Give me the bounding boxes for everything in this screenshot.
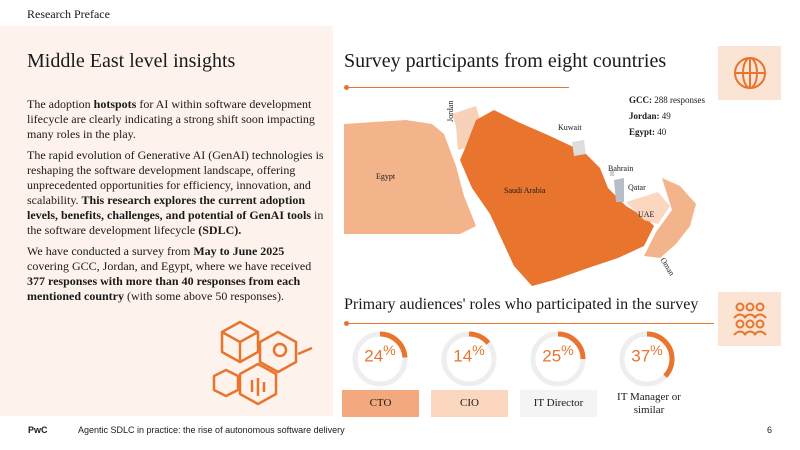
donut-arc bbox=[619, 331, 675, 387]
globe-icon bbox=[733, 57, 766, 89]
role-label-it-manager: IT Manager or similar bbox=[609, 390, 689, 417]
map-egypt bbox=[344, 120, 476, 234]
response-stats: GCC: 288 responses Jordan: 49 Egypt: 40 bbox=[629, 92, 705, 140]
role-percent: 37% bbox=[631, 343, 663, 366]
audiences-title: Primary audiences' roles who participate… bbox=[344, 296, 699, 313]
map-oman bbox=[644, 178, 696, 258]
insights-panel bbox=[0, 26, 333, 416]
middle-east-map: Egypt Jordan Saudi Arabia Kuwait Bahrain… bbox=[344, 101, 714, 296]
donut-arc bbox=[352, 331, 408, 387]
map-label-qatar: Qatar bbox=[628, 183, 646, 192]
audiences-divider bbox=[344, 321, 714, 326]
map-label-egypt: Egypt bbox=[376, 172, 396, 181]
role-donut-cio: 14% bbox=[434, 329, 504, 389]
role-percent: 14% bbox=[453, 343, 485, 366]
donut-arc bbox=[441, 331, 497, 387]
map-uae bbox=[626, 192, 670, 224]
title-divider bbox=[344, 85, 569, 90]
map-label-jordan: Jordan bbox=[446, 100, 455, 122]
section-label: Research Preface bbox=[27, 7, 110, 21]
people-group-icon bbox=[732, 302, 767, 336]
insights-paragraph: The adoption hotspots for AI within soft… bbox=[27, 97, 315, 141]
footer-title: Agentic SDLC in practice: the rise of au… bbox=[78, 425, 345, 435]
map-qatar bbox=[614, 178, 624, 202]
role-label-cto: CTO bbox=[342, 390, 419, 417]
role-donut-cto: 24% bbox=[345, 329, 415, 389]
globe-icon-box bbox=[718, 46, 781, 100]
page-number: 6 bbox=[767, 425, 773, 435]
stat-row-jordan: Jordan: 49 bbox=[629, 111, 671, 121]
donut-arc bbox=[530, 331, 586, 387]
role-percent: 24% bbox=[364, 343, 396, 366]
map-label-uae: UAE bbox=[638, 210, 655, 219]
map-kuwait bbox=[572, 140, 586, 156]
role-label-cio: CIO bbox=[431, 390, 508, 417]
cube-network-icon bbox=[212, 318, 317, 418]
insights-paragraph: We have conducted a survey from May to J… bbox=[27, 244, 312, 303]
role-donut-it-director: 25% bbox=[523, 329, 593, 389]
pwc-logo: PwC bbox=[28, 425, 48, 435]
role-donut-it-manager: 37% bbox=[612, 329, 682, 389]
insights-title: Middle East level insights bbox=[27, 50, 236, 72]
stat-row-egypt: Egypt: 40 bbox=[629, 127, 667, 137]
insights-paragraph: The rapid evolution of Generative AI (Ge… bbox=[27, 148, 324, 237]
role-percent: 25% bbox=[542, 343, 574, 366]
map-label-bahrain: Bahrain bbox=[608, 164, 634, 173]
insights-body: The adoption hotspots for AI within soft… bbox=[27, 97, 327, 310]
stat-row-gcc: GCC: 288 responses bbox=[629, 95, 705, 105]
role-label-it-director: IT Director bbox=[520, 390, 597, 417]
map-label-kuwait: Kuwait bbox=[558, 123, 582, 132]
map-label-saudi-arabia: Saudi Arabia bbox=[504, 186, 546, 195]
map-saudi bbox=[460, 110, 654, 286]
participants-title: Survey participants from eight countries bbox=[344, 50, 667, 72]
map-bahrain bbox=[610, 170, 614, 176]
people-icon-box bbox=[718, 292, 781, 346]
